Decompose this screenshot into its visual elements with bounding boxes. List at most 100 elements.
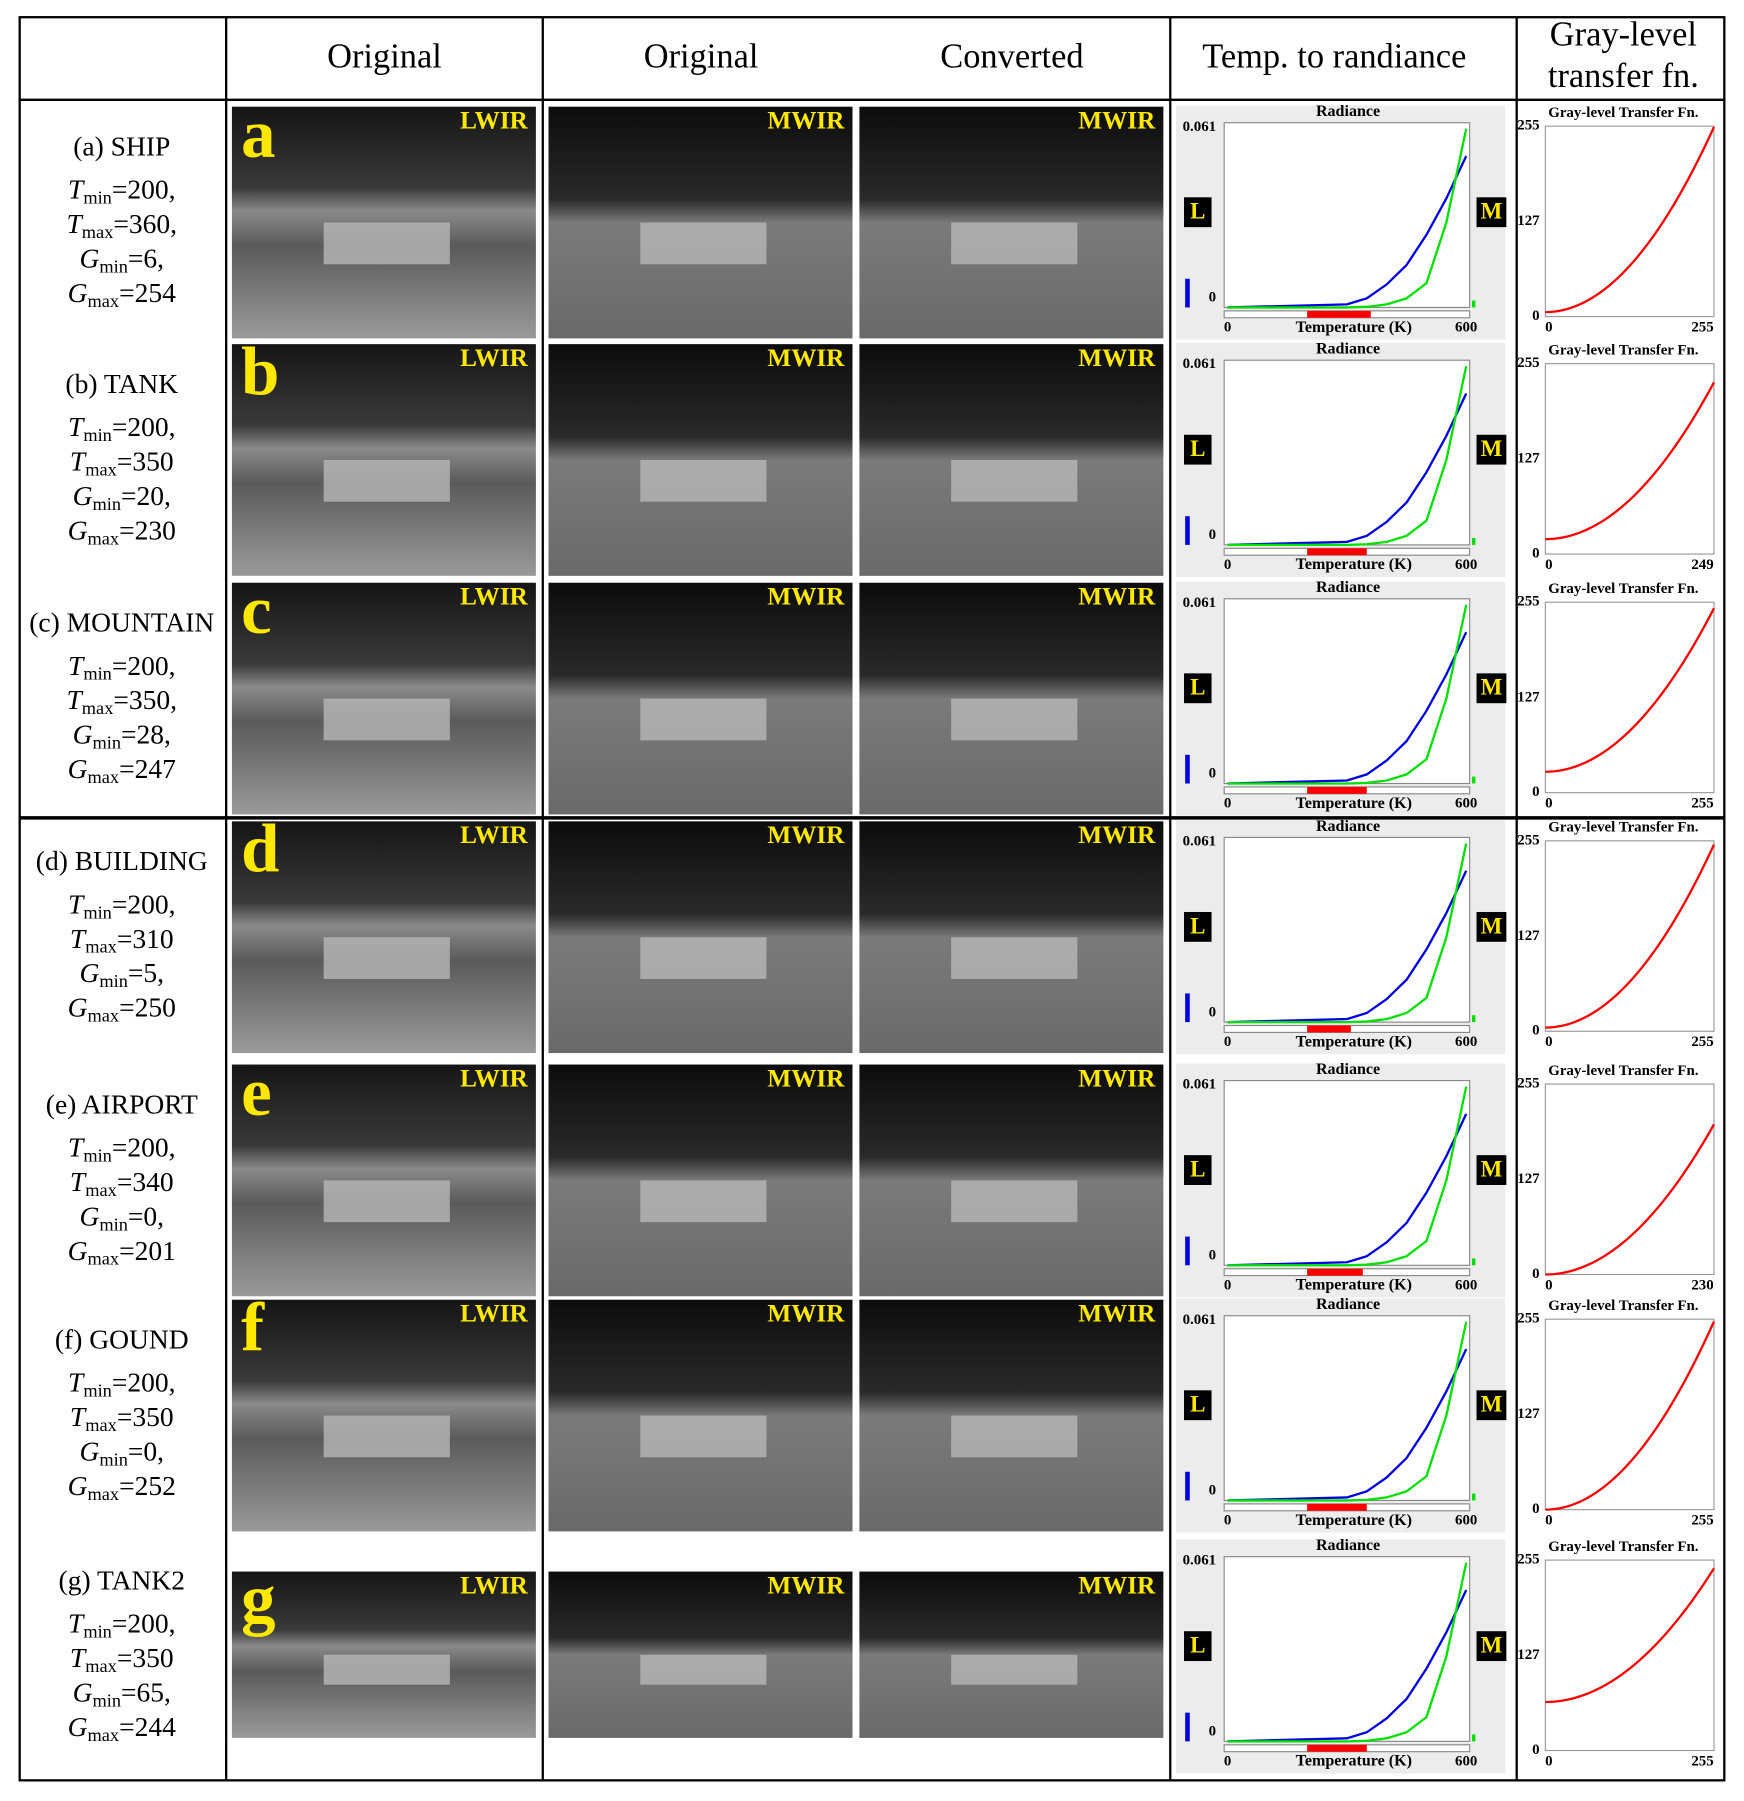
plot-area [1544, 840, 1715, 1032]
param-subscript: min [83, 425, 112, 445]
y-tick-label: 127 [1517, 213, 1540, 229]
row-label: (c) MOUNTAIN [29, 607, 214, 638]
mwir-indicator [1471, 300, 1476, 308]
tag-letter: L [1190, 1392, 1205, 1417]
y-tick-label: 0 [1209, 1483, 1216, 1499]
param-value: =5, [128, 958, 164, 989]
row-label: (a) SHIP [73, 130, 170, 161]
scene-object [951, 460, 1078, 502]
parameter: Tmax=350 [70, 1401, 174, 1435]
chart-title: Radiance [1316, 103, 1380, 120]
param-symbol: G [79, 243, 99, 274]
param-subscript: min [99, 1215, 128, 1235]
scene-object [640, 222, 767, 265]
band-tag: MWIR [1078, 108, 1156, 135]
lwir-indicator [1185, 754, 1190, 784]
tag-letter: M [1481, 1156, 1503, 1181]
x-tick-label: 0 [1545, 1277, 1552, 1293]
y-tick-label: 255 [1517, 355, 1539, 371]
param-symbol: G [73, 1677, 93, 1708]
parameter: Tmin=200, [68, 650, 176, 684]
y-tick-label: 0 [1209, 1248, 1216, 1264]
y-tick-label: 0.061 [1183, 833, 1217, 849]
param-symbol: G [68, 1711, 88, 1742]
y-tick-label: 0 [1532, 1023, 1539, 1039]
row-label: (d) BUILDING [36, 845, 208, 876]
y-tick-label: 0.061 [1183, 1553, 1217, 1569]
tag-box [1184, 1631, 1212, 1662]
param-subscript: max [82, 222, 114, 242]
x-tick-label: 255 [1691, 796, 1713, 812]
parameter: Gmax=244 [68, 1711, 177, 1745]
scene-object [640, 1180, 767, 1223]
param-symbol: T [68, 650, 85, 681]
param-subscript: max [88, 1249, 120, 1269]
band-tag: MWIR [767, 584, 845, 611]
chart-title: Radiance [1316, 341, 1380, 358]
x-tick-label: 249 [1691, 557, 1713, 573]
y-tick-label: 255 [1517, 832, 1539, 848]
x-tick-label: 0 [1545, 320, 1552, 336]
scene-object [640, 937, 767, 979]
param-subscript: max [85, 1415, 117, 1435]
param-value: =0, [128, 1201, 164, 1232]
param-value: =200, [112, 411, 176, 442]
param-value: =0, [128, 1436, 164, 1467]
header: Original [327, 38, 442, 76]
radiance-curve [1227, 1589, 1468, 1743]
panel-letter: c [241, 572, 272, 648]
scene-object [323, 937, 450, 979]
x-tick-label: 255 [1691, 1513, 1713, 1529]
panel-letter: a [241, 96, 275, 172]
param-symbol: T [70, 446, 87, 477]
param-symbol: T [68, 1132, 85, 1163]
y-tick-label: 255 [1517, 594, 1539, 610]
tag-box [1476, 1631, 1507, 1662]
x-tick-label: 0 [1545, 1034, 1552, 1050]
y-tick-label: 0.061 [1183, 119, 1217, 135]
scene-object [951, 698, 1078, 741]
y-tick-label: 0 [1532, 308, 1539, 324]
y-tick-label: 0 [1209, 290, 1216, 306]
param-value: =200, [112, 1608, 176, 1639]
temperature-range [1307, 786, 1367, 794]
chart-title: Radiance [1316, 1537, 1380, 1554]
param-symbol: T [68, 889, 85, 920]
scene-object [640, 698, 767, 741]
plot-area [1223, 1315, 1471, 1502]
parameter: Tmin=200, [68, 174, 176, 208]
scene-object [951, 1415, 1078, 1458]
param-symbol: G [68, 515, 88, 546]
band-tag: MWIR [767, 1572, 845, 1599]
panel-letter: g [241, 1561, 275, 1637]
chart-title: Gray-level Transfer Fn. [1548, 342, 1699, 358]
band-tag: MWIR [1078, 1065, 1156, 1092]
param-subscript: min [83, 664, 112, 684]
parameter: Gmin=5, [79, 958, 164, 992]
table-grid [18, 16, 1726, 1782]
param-subscript: max [88, 1725, 120, 1745]
plot-area [1544, 1318, 1715, 1511]
temperature-range [1307, 1268, 1363, 1276]
param-symbol: T [68, 1367, 85, 1398]
parameter: Tmin=200, [68, 411, 176, 445]
param-subscript: max [85, 460, 117, 480]
parameter: Gmax=254 [68, 277, 177, 311]
x-axis-label: Temperature (K) [1296, 556, 1412, 573]
param-subscript: max [88, 767, 120, 787]
param-value: =250 [119, 992, 176, 1023]
parameter: Tmax=350, [66, 685, 177, 719]
y-tick-label: 127 [1517, 1647, 1540, 1663]
x-tick-label: 600 [1455, 1277, 1477, 1293]
param-value: =200, [112, 889, 176, 920]
parameter: Gmax=201 [68, 1235, 176, 1269]
param-symbol: T [66, 685, 83, 716]
param-subscript: min [83, 1381, 112, 1401]
param-subscript: max [85, 937, 117, 957]
radiance-curve [1227, 870, 1468, 1024]
y-tick-label: 0.061 [1183, 356, 1217, 372]
scene-object [640, 1654, 767, 1685]
parameter: Gmax=250 [68, 992, 176, 1026]
transfer-curve [1545, 381, 1716, 541]
mwir-indicator [1471, 1258, 1476, 1266]
